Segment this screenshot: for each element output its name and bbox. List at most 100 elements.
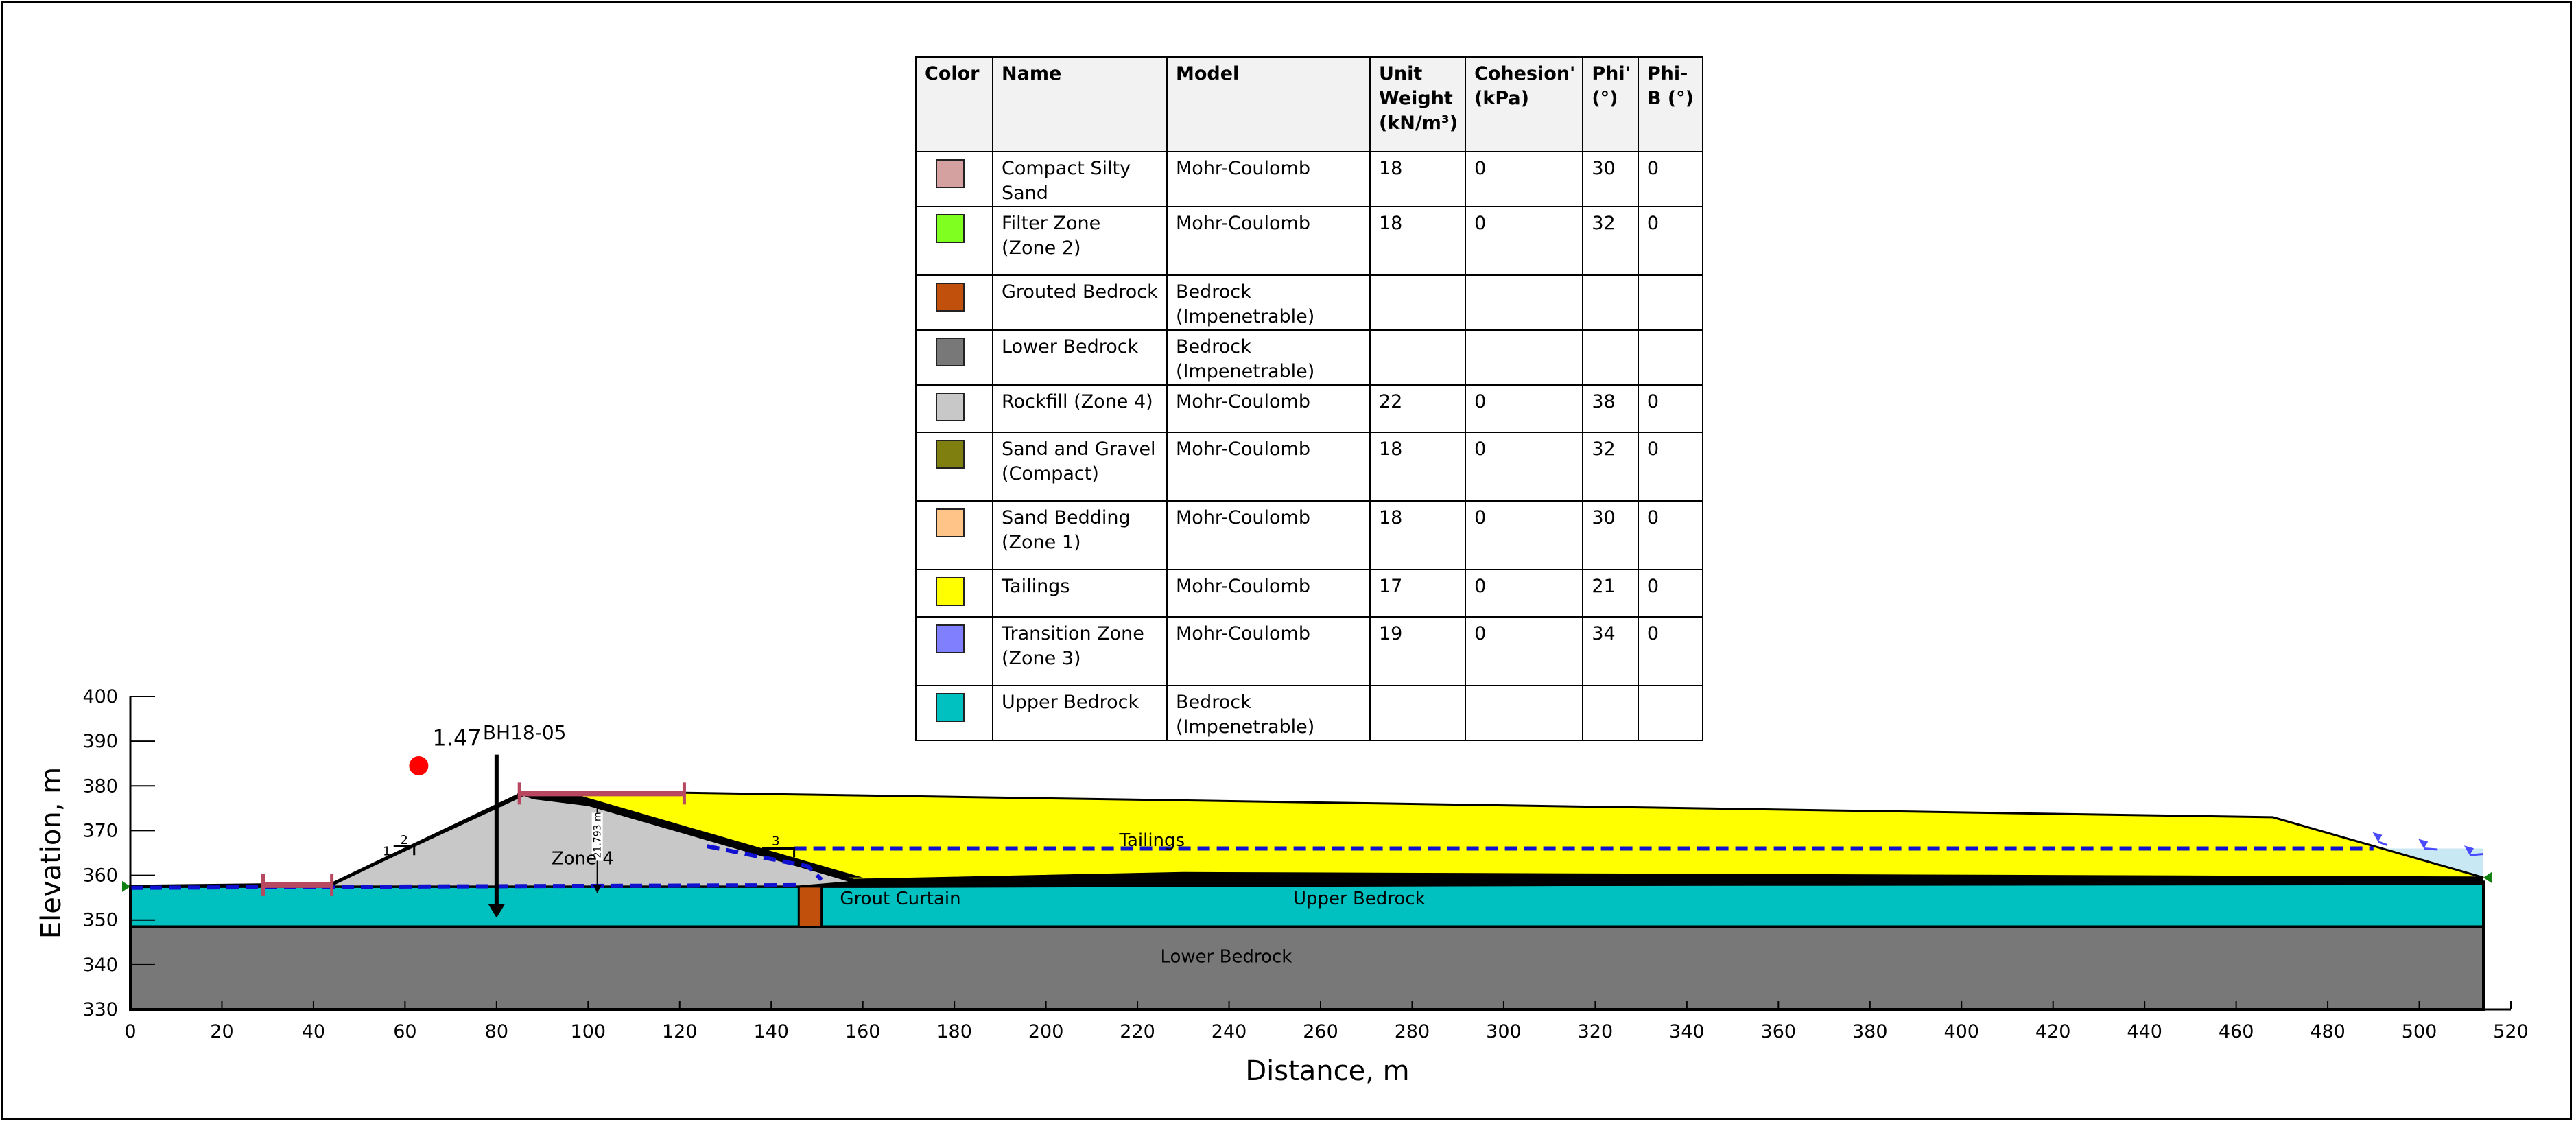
legend-row: Sand and Gravel (Compact) Mohr-Coulomb 18 0… <box>915 432 1703 502</box>
material-swatch <box>936 159 965 188</box>
legend-cell-name: Lower Bedrock <box>992 329 1168 386</box>
legend-cell-phi: 30 <box>1582 500 1639 570</box>
x-tick-label: 40 <box>302 1021 325 1042</box>
legend-cell-model: Mohr-Coulomb <box>1166 569 1371 618</box>
legend-cell-cohesion: 0 <box>1465 384 1584 433</box>
x-tick-label: 320 <box>1578 1021 1614 1042</box>
legend-cell-name: Compact Silty Sand <box>992 151 1168 207</box>
zone4-label: Zone 4 <box>552 848 614 869</box>
legend-swatch-cell <box>915 500 993 570</box>
x-tick-label: 420 <box>2035 1021 2071 1042</box>
legend-swatch-cell <box>915 151 993 207</box>
legend-cell-model: Mohr-Coulomb <box>1166 151 1371 207</box>
legend-row: Lower Bedrock Bedrock (Impenetrable) <box>915 329 1703 386</box>
legend-cell-unit-weight: 17 <box>1369 569 1467 618</box>
header-color: Color <box>915 56 993 152</box>
pond-arrowhead <box>2463 845 2474 856</box>
legend-cell-cohesion <box>1465 274 1584 331</box>
legend-cell-model: Bedrock (Impenetrable) <box>1166 329 1371 386</box>
legend-cell-unit-weight: 18 <box>1369 500 1467 570</box>
legend-cell-phi <box>1582 685 1639 741</box>
x-tick-label: 300 <box>1486 1021 1522 1042</box>
legend-cell-name: Tailings <box>992 569 1168 618</box>
x-tick-label: 120 <box>662 1021 698 1042</box>
x-tick-label: 140 <box>753 1021 789 1042</box>
grout-curtain-label: Grout Curtain <box>840 889 960 909</box>
legend-cell-unit-weight: 18 <box>1369 206 1467 276</box>
x-tick-label: 460 <box>2219 1021 2254 1042</box>
legend-cell-phib: 0 <box>1637 206 1703 276</box>
pond-arrowhead <box>2418 839 2429 849</box>
material-swatch <box>936 338 965 366</box>
legend-row: Upper Bedrock Bedrock (Impenetrable) <box>915 685 1703 741</box>
y-axis: 400 390 380 370 360 350 340 330 Elevation, m <box>36 686 155 1020</box>
legend-cell-phi <box>1582 329 1639 386</box>
legend-cell-cohesion: 0 <box>1465 616 1584 686</box>
slope-ratio-mark-left <box>393 845 416 856</box>
lower-bedrock-region <box>129 925 2485 1011</box>
water-table-left <box>130 882 799 890</box>
header-phi-b: Phi-B (°) <box>1637 56 1703 152</box>
legend-cell-phi: 38 <box>1582 384 1639 433</box>
legend-cell-name: Sand Bedding (Zone 1) <box>992 500 1168 570</box>
legend-cell-cohesion <box>1465 329 1584 386</box>
material-swatch <box>936 693 965 722</box>
y-tick-label: 370 <box>82 820 118 841</box>
legend-cell-phi: 32 <box>1582 432 1639 502</box>
legend-cell-phib: 0 <box>1637 500 1703 570</box>
header-name: Name <box>992 56 1168 152</box>
slope-rise-label-left: 1 <box>383 844 390 858</box>
legend-cell-cohesion <box>1465 685 1584 741</box>
legend-swatch-cell <box>915 685 993 741</box>
x-tick-label: 340 <box>1669 1021 1705 1042</box>
legend-swatch-cell <box>915 329 993 386</box>
material-swatch <box>936 393 965 421</box>
upper-bedrock-label: Upper Bedrock <box>1293 889 1426 909</box>
pond-pressure-arrow <box>2469 853 2484 856</box>
y-tick-label: 340 <box>82 955 118 976</box>
legend-row: Transition Zone (Zone 3) Mohr-Coulomb 19 0 3… <box>915 616 1703 686</box>
y-tick-label: 380 <box>82 775 118 797</box>
material-swatch <box>936 214 965 243</box>
factor-of-safety-label: 1.47 <box>432 725 481 751</box>
borehole-arrowhead <box>488 904 505 918</box>
borehole-label: BH18-05 <box>483 721 567 744</box>
boundary-marker-left <box>122 880 130 892</box>
material-legend-table: Color Name Model Unit Weight (kN/m³) Coh… <box>915 56 1703 741</box>
legend-cell-name: Sand and Gravel (Compact) <box>992 432 1168 502</box>
y-tick-label: 400 <box>82 686 118 707</box>
face-hatching <box>395 802 506 854</box>
legend-cell-name: Upper Bedrock <box>992 685 1168 741</box>
boundary-marker-right <box>2483 871 2492 883</box>
legend-body: Compact Silty Sand Mohr-Coulomb 18 0 30 0 Filt… <box>915 151 1703 741</box>
x-tick-label: 180 <box>936 1021 972 1042</box>
x-tick-label: 160 <box>845 1021 881 1042</box>
grout-curtain-region <box>797 885 823 928</box>
x-tick-label: 60 <box>393 1021 416 1042</box>
legend-cell-unit-weight <box>1369 685 1467 741</box>
x-tick-label: 280 <box>1395 1021 1430 1042</box>
material-swatch <box>936 508 965 537</box>
legend-cell-phi: 32 <box>1582 206 1639 276</box>
slip-center-marker <box>409 756 429 775</box>
x-tick-label: 260 <box>1303 1021 1338 1042</box>
downstream-face <box>331 791 525 886</box>
legend-cell-model: Mohr-Coulomb <box>1166 616 1371 686</box>
tailings-region <box>532 791 2484 881</box>
x-tick-label: 440 <box>2127 1021 2162 1042</box>
legend-cell-name: Grouted Bedrock <box>992 274 1168 331</box>
legend-cell-name: Rockfill (Zone 4) <box>992 384 1168 433</box>
header-phi: Phi' (°) <box>1582 56 1639 152</box>
legend-cell-model: Mohr-Coulomb <box>1166 384 1371 433</box>
y-tick-label: 330 <box>82 999 118 1020</box>
header-model: Model <box>1166 56 1371 152</box>
legend-swatch-cell <box>915 569 993 618</box>
legend-cell-phi: 21 <box>1582 569 1639 618</box>
legend-swatch-cell <box>915 432 993 502</box>
legend-cell-unit-weight: 18 <box>1369 432 1467 502</box>
legend-cell-unit-weight <box>1369 274 1467 331</box>
tailings-label: Tailings <box>1118 830 1185 851</box>
legend-cell-model: Mohr-Coulomb <box>1166 500 1371 570</box>
pond-pressure-arrow <box>2377 841 2388 846</box>
y-tick-label: 390 <box>82 731 118 752</box>
